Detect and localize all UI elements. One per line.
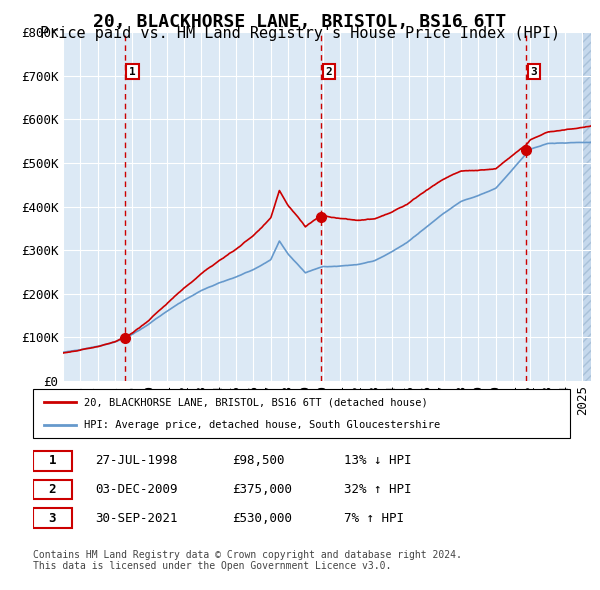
Text: Price paid vs. HM Land Registry's House Price Index (HPI): Price paid vs. HM Land Registry's House …	[40, 26, 560, 41]
Text: 2: 2	[49, 483, 56, 496]
Text: £375,000: £375,000	[232, 483, 292, 496]
Text: 3: 3	[530, 67, 537, 77]
Text: 20, BLACKHORSE LANE, BRISTOL, BS16 6TT: 20, BLACKHORSE LANE, BRISTOL, BS16 6TT	[94, 13, 506, 31]
FancyBboxPatch shape	[33, 509, 71, 528]
FancyBboxPatch shape	[33, 389, 570, 438]
Text: 1: 1	[129, 67, 136, 77]
Text: 3: 3	[49, 512, 56, 525]
Text: 32% ↑ HPI: 32% ↑ HPI	[344, 483, 412, 496]
Text: HPI: Average price, detached house, South Gloucestershire: HPI: Average price, detached house, Sout…	[84, 419, 440, 430]
Text: Contains HM Land Registry data © Crown copyright and database right 2024.
This d: Contains HM Land Registry data © Crown c…	[33, 550, 462, 572]
Text: 27-JUL-1998: 27-JUL-1998	[95, 454, 177, 467]
FancyBboxPatch shape	[33, 451, 71, 471]
Text: £98,500: £98,500	[232, 454, 284, 467]
Text: 2: 2	[326, 67, 332, 77]
FancyBboxPatch shape	[33, 480, 71, 500]
Text: 13% ↓ HPI: 13% ↓ HPI	[344, 454, 412, 467]
Text: 30-SEP-2021: 30-SEP-2021	[95, 512, 177, 525]
Polygon shape	[583, 32, 591, 381]
Text: 7% ↑ HPI: 7% ↑ HPI	[344, 512, 404, 525]
Text: 1: 1	[49, 454, 56, 467]
Text: £530,000: £530,000	[232, 512, 292, 525]
Text: 03-DEC-2009: 03-DEC-2009	[95, 483, 177, 496]
Text: 20, BLACKHORSE LANE, BRISTOL, BS16 6TT (detached house): 20, BLACKHORSE LANE, BRISTOL, BS16 6TT (…	[84, 398, 428, 408]
